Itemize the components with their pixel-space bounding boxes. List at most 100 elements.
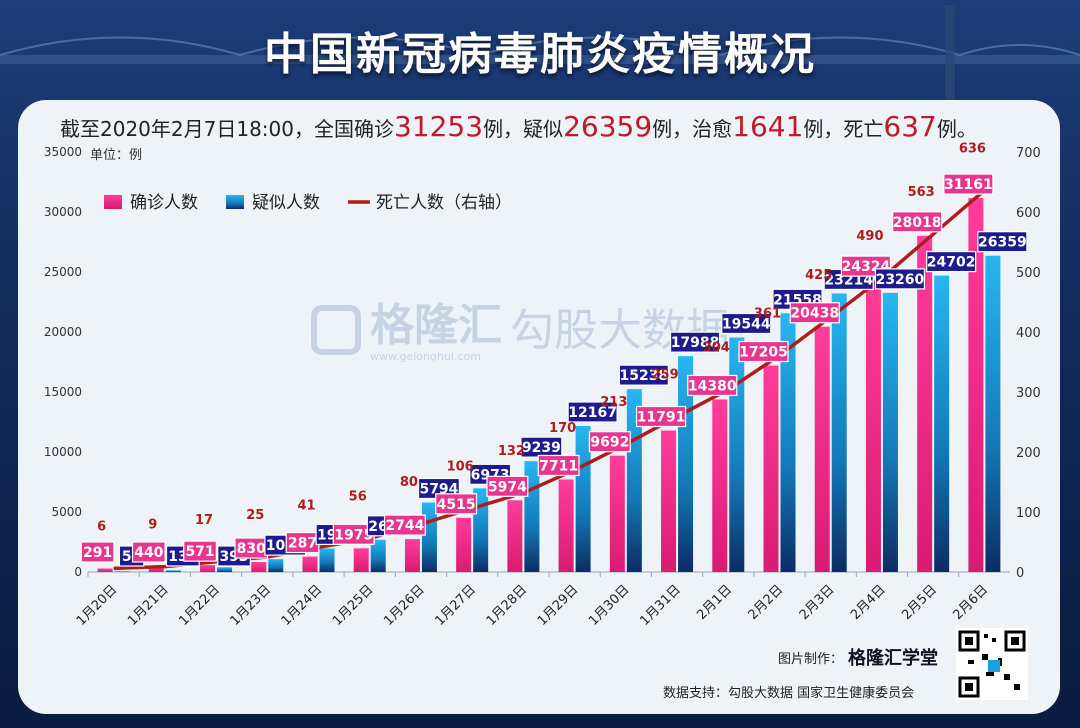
bar-confirmed bbox=[661, 430, 677, 572]
data-label-suspected: 19544 bbox=[722, 316, 771, 332]
summary-text-2: 例，治愈 bbox=[652, 117, 733, 141]
x-tick-label: 1月31日 bbox=[637, 582, 684, 629]
bar-confirmed bbox=[404, 539, 420, 572]
data-label-confirmed-box bbox=[892, 211, 943, 233]
data-label-confirmed: 7711 bbox=[539, 458, 578, 474]
y-left-tick-label: 10000 bbox=[44, 445, 82, 459]
data-label-deaths: 106 bbox=[447, 459, 474, 474]
bar-confirmed bbox=[302, 556, 318, 572]
data-label-confirmed: 20438 bbox=[790, 306, 839, 322]
data-label-deaths: 25 bbox=[246, 508, 264, 523]
data-label-suspected-box bbox=[977, 231, 1028, 253]
bar-confirmed bbox=[763, 365, 779, 572]
bar-suspected bbox=[421, 502, 437, 572]
y-right-tick-label: 0 bbox=[1016, 566, 1024, 581]
x-tick-label: 1月20日 bbox=[74, 582, 121, 629]
bar-suspected bbox=[934, 275, 950, 572]
data-label-confirmed: 11791 bbox=[637, 410, 686, 426]
made-by-label: 图片制作： bbox=[778, 652, 844, 667]
data-label-deaths: 636 bbox=[959, 141, 986, 156]
x-tick-label: 1月30日 bbox=[586, 582, 633, 629]
data-label-suspected-box bbox=[567, 401, 618, 423]
y-right-tick-label: 200 bbox=[1016, 446, 1041, 461]
watermark-logo-icon bbox=[311, 305, 361, 355]
bar-suspected bbox=[268, 559, 284, 572]
x-tick-label: 2月5日 bbox=[899, 582, 940, 623]
x-tick-label: 2月2日 bbox=[746, 582, 787, 623]
bar-confirmed bbox=[814, 326, 830, 572]
data-label-confirmed-box bbox=[486, 475, 529, 497]
summary-deaths: 637 bbox=[883, 110, 937, 143]
data-label-deaths: 56 bbox=[349, 489, 367, 504]
bar-confirmed bbox=[251, 562, 267, 572]
bar-confirmed bbox=[558, 479, 574, 572]
bar-suspected bbox=[831, 293, 847, 572]
x-tick-label: 2月4日 bbox=[848, 582, 889, 623]
data-label-confirmed-box bbox=[789, 302, 840, 324]
y-left-tick-label: 25000 bbox=[44, 265, 82, 279]
bar-confirmed bbox=[148, 566, 164, 572]
data-label-suspected-box bbox=[874, 268, 926, 290]
bar-confirmed bbox=[712, 399, 728, 572]
data-label-confirmed-box bbox=[588, 431, 631, 453]
data-label-confirmed: 1975 bbox=[334, 527, 373, 543]
data-label-confirmed-box bbox=[738, 340, 789, 363]
x-tick-label: 1月22日 bbox=[176, 582, 223, 629]
y-right-tick-label: 600 bbox=[1016, 206, 1041, 221]
data-label-confirmed: 2744 bbox=[385, 518, 424, 534]
qr-code bbox=[956, 628, 1028, 700]
bar-confirmed bbox=[609, 455, 625, 572]
data-label-confirmed-box bbox=[131, 541, 166, 563]
summary-confirmed: 31253 bbox=[393, 110, 484, 143]
summary-prefix: 截至2020年2月7日18:00，全国确诊 bbox=[60, 117, 394, 141]
data-label-suspected-box bbox=[669, 331, 721, 353]
y-right-tick-label: 400 bbox=[1016, 326, 1041, 341]
bar-confirmed bbox=[917, 235, 933, 572]
y-left-tick-label: 5000 bbox=[51, 505, 82, 519]
bar-suspected bbox=[114, 571, 130, 572]
bar-suspected bbox=[217, 567, 233, 572]
data-label-confirmed-box bbox=[383, 514, 426, 536]
data-label-suspected: 23260 bbox=[876, 272, 925, 288]
data-label-deaths: 6 bbox=[97, 519, 106, 534]
y-left-tick-label: 35000 bbox=[44, 145, 82, 159]
data-label-deaths: 425 bbox=[805, 268, 832, 283]
made-by-brand: 格隆汇学堂 bbox=[848, 648, 938, 669]
data-label-deaths: 41 bbox=[297, 498, 315, 513]
data-label-confirmed-box bbox=[183, 540, 217, 562]
data-label-confirmed: 31161 bbox=[944, 177, 993, 193]
data-label-confirmed: 287 bbox=[288, 536, 317, 552]
y-left-tick-label: 20000 bbox=[44, 325, 82, 339]
legend-label-confirmed: 确诊人数 bbox=[130, 193, 198, 213]
x-tick-label: 1月27日 bbox=[432, 582, 479, 629]
data-label-deaths: 563 bbox=[908, 185, 935, 200]
bar-suspected bbox=[882, 292, 898, 572]
data-label-confirmed-box bbox=[635, 405, 687, 428]
summary-cured: 1641 bbox=[732, 110, 804, 143]
x-tick-label: 1月24日 bbox=[279, 582, 326, 629]
y-left-tick-label: 0 bbox=[74, 565, 82, 579]
data-label-deaths: 80 bbox=[400, 475, 418, 490]
data-label-confirmed-box bbox=[537, 454, 580, 477]
data-label-deaths: 9 bbox=[148, 518, 157, 533]
y-right-tick-label: 100 bbox=[1016, 506, 1041, 521]
data-label-confirmed-box bbox=[943, 173, 994, 195]
bar-confirmed bbox=[865, 280, 881, 572]
data-label-deaths: 361 bbox=[754, 306, 781, 321]
x-tick-label: 1月26日 bbox=[381, 582, 428, 629]
legend-swatch-suspected bbox=[226, 195, 244, 209]
x-tick-label: 1月28日 bbox=[484, 582, 531, 629]
bar-suspected bbox=[985, 255, 1001, 572]
x-tick-label: 1月23日 bbox=[228, 582, 275, 629]
summary-text-1: 例，疑似 bbox=[483, 117, 564, 141]
bar-confirmed bbox=[353, 548, 369, 572]
unit-label: 单位：例 bbox=[90, 148, 143, 163]
data-label-deaths: 17 bbox=[195, 513, 213, 528]
bar-confirmed bbox=[968, 198, 984, 572]
data-label-suspected-box bbox=[721, 312, 772, 335]
data-label-suspected: 9239 bbox=[522, 440, 561, 456]
data-label-confirmed: 830 bbox=[237, 541, 266, 557]
data-label-suspected: 26359 bbox=[978, 235, 1027, 251]
y-right-tick-label: 700 bbox=[1016, 146, 1041, 161]
